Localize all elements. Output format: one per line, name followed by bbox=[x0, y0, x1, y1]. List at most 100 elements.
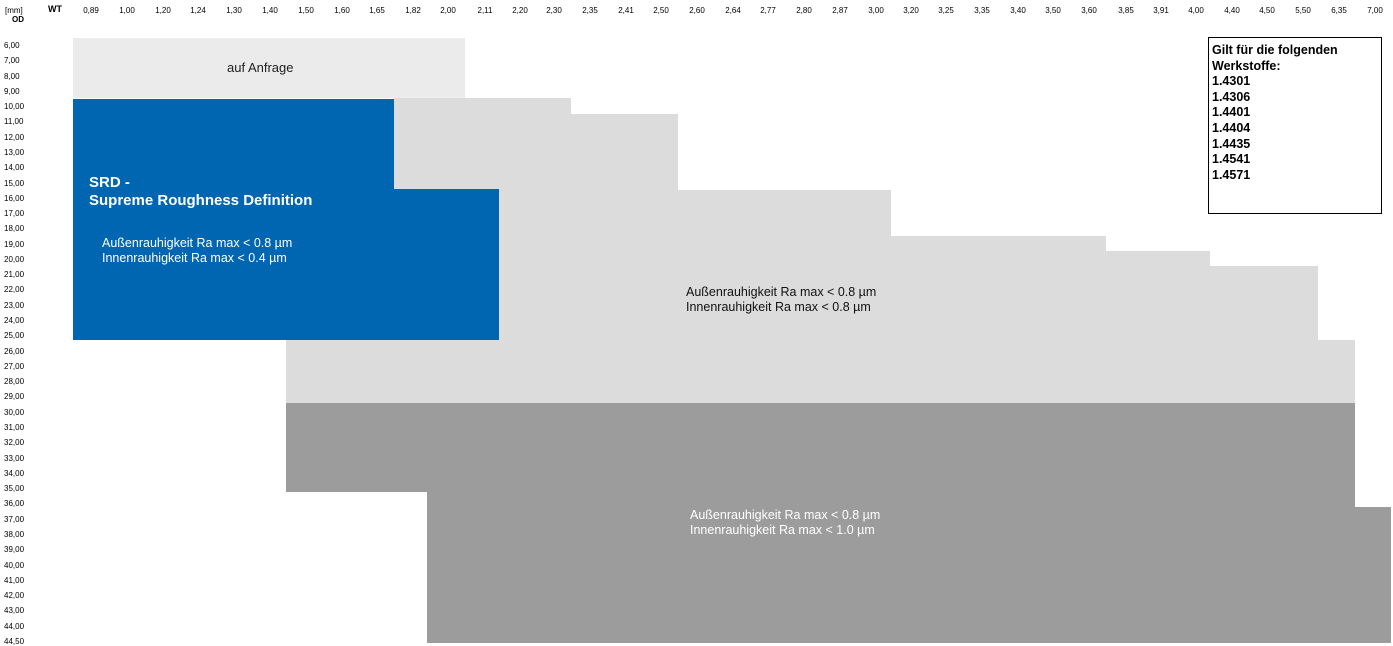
od-row-label: 12,00 bbox=[4, 132, 25, 142]
wt-column-label: 2,87 bbox=[832, 6, 848, 15]
wt-column-label: 2,11 bbox=[477, 6, 493, 15]
od-row-label: 24,00 bbox=[4, 316, 25, 326]
wt-column-label: 3,85 bbox=[1118, 6, 1134, 15]
od-row-label: 18,00 bbox=[4, 224, 25, 234]
wt-column-label: 4,40 bbox=[1224, 6, 1240, 15]
od-row-label: 10,00 bbox=[4, 102, 25, 112]
od-row-label: 33,00 bbox=[4, 453, 25, 463]
od-row-label: 6,00 bbox=[4, 41, 20, 50]
od-row-label: 43,00 bbox=[4, 606, 25, 616]
wt-column-label: 2,00 bbox=[440, 6, 456, 15]
od-row-label: 15,00 bbox=[4, 178, 25, 188]
large-inner-roughness: Innenrauhigkeit Ra max < 1.0 µm bbox=[690, 523, 875, 537]
material-item: 1.4306 bbox=[1212, 89, 1251, 104]
wt-column-label: 3,40 bbox=[1010, 6, 1026, 15]
od-row-label: 29,00 bbox=[4, 392, 25, 402]
srd-title: SRD - Supreme Roughness Definition bbox=[89, 174, 312, 210]
material-item: 1.4401 bbox=[1212, 105, 1251, 120]
od-row-label: 38,00 bbox=[4, 529, 25, 539]
od-row-label: 13,00 bbox=[4, 147, 25, 157]
wt-column-label: 4,50 bbox=[1259, 6, 1275, 15]
od-row-label: 11,00 bbox=[4, 117, 24, 127]
material-item: 1.4404 bbox=[1212, 120, 1251, 135]
wt-column-label: 7,00 bbox=[1367, 6, 1383, 15]
od-row-label: 21,00 bbox=[4, 270, 25, 280]
srd-title-line1: SRD - bbox=[89, 174, 130, 191]
od-row-label: 16,00 bbox=[4, 193, 25, 203]
wt-column-label: 2,20 bbox=[512, 6, 528, 15]
on-request-label: auf Anfrage bbox=[227, 60, 294, 75]
wt-column-label: 1,20 bbox=[155, 6, 171, 15]
standard-outer-roughness: Außenrauhigkeit Ra max < 0.8 µm bbox=[686, 285, 877, 299]
standard-roughness-text: Außenrauhigkeit Ra max < 0.8 µm Innenrau… bbox=[686, 285, 876, 315]
srd-inner-roughness: Innenrauhigkeit Ra max < 0.4 µm bbox=[102, 251, 287, 265]
wt-column-label: 1,65 bbox=[369, 6, 385, 15]
standard-inner-roughness: Innenrauhigkeit Ra max < 0.8 µm bbox=[686, 300, 871, 314]
material-item: 1.4541 bbox=[1212, 152, 1251, 167]
wt-column-label: 1,50 bbox=[298, 6, 314, 15]
od-row-label: 20,00 bbox=[4, 254, 25, 264]
materials-box: Gilt für die folgenden Werkstoffe: 1.430… bbox=[1208, 37, 1382, 214]
od-row-label: 25,00 bbox=[4, 331, 25, 341]
od-row-label: 42,00 bbox=[4, 591, 25, 601]
wt-axis-label: WT bbox=[48, 4, 62, 14]
od-axis-label: OD bbox=[12, 15, 24, 24]
wt-column-label: 0,89 bbox=[83, 6, 99, 15]
od-row-label: 28,00 bbox=[4, 377, 25, 387]
od-row-label: 8,00 bbox=[4, 71, 20, 81]
od-row-label: 36,00 bbox=[4, 499, 25, 509]
od-row-label: 19,00 bbox=[4, 239, 25, 249]
od-row-label: 26,00 bbox=[4, 346, 25, 356]
wt-column-label: 2,60 bbox=[689, 6, 705, 15]
srd-title-line2: Supreme Roughness Definition bbox=[89, 192, 313, 209]
wt-column-label: 3,35 bbox=[974, 6, 990, 15]
wt-column-label: 2,35 bbox=[582, 6, 598, 15]
material-item: 1.4301 bbox=[1212, 74, 1251, 89]
wt-column-label: 1,24 bbox=[190, 6, 206, 15]
material-item: 1.4571 bbox=[1212, 167, 1251, 182]
od-row-label: 31,00 bbox=[4, 423, 25, 432]
wt-column-label: 6,35 bbox=[1331, 6, 1347, 15]
wt-column-label: 1,00 bbox=[119, 6, 135, 15]
od-row-label: 37,00 bbox=[4, 514, 25, 524]
materials-title-line2: Werkstoffe: bbox=[1212, 58, 1281, 73]
srd-outer-roughness: Außenrauhigkeit Ra max < 0.8 µm bbox=[102, 236, 293, 250]
od-row-label: 41,00 bbox=[4, 575, 25, 585]
wt-column-label: 2,80 bbox=[796, 6, 812, 15]
material-item: 1.4435 bbox=[1212, 136, 1251, 151]
srd-roughness-text: Außenrauhigkeit Ra max < 0.8 µm Innenrau… bbox=[102, 236, 292, 266]
on-request-region bbox=[73, 38, 465, 98]
wt-column-label: 1,30 bbox=[226, 6, 242, 15]
od-row-label: 7,00 bbox=[4, 56, 20, 66]
od-row-label: 35,00 bbox=[4, 484, 25, 494]
od-row-label: 44,00 bbox=[4, 621, 25, 631]
unit-label: [mm] bbox=[5, 6, 23, 15]
od-row-label: 22,00 bbox=[4, 285, 25, 295]
large-outer-roughness: Außenrauhigkeit Ra max < 0.8 µm bbox=[690, 508, 881, 522]
od-row-label: 23,00 bbox=[4, 300, 25, 310]
od-row-label: 40,00 bbox=[4, 560, 25, 570]
od-row-label: 14,00 bbox=[4, 163, 25, 173]
wt-column-label: 3,20 bbox=[903, 6, 919, 15]
wt-column-label: 3,60 bbox=[1081, 6, 1097, 15]
wt-column-label: 1,82 bbox=[405, 6, 421, 15]
wt-column-label: 2,77 bbox=[760, 6, 776, 15]
wt-column-label: 2,30 bbox=[546, 6, 562, 15]
wt-column-label: 3,00 bbox=[868, 6, 884, 15]
materials-title-line1: Gilt für die folgenden bbox=[1212, 43, 1338, 57]
wt-column-label: 3,25 bbox=[938, 6, 954, 15]
wt-column-label: 4,00 bbox=[1188, 6, 1204, 15]
od-row-label: 30,00 bbox=[4, 407, 25, 417]
wt-column-label: 2,41 bbox=[618, 6, 634, 15]
od-row-label: 32,00 bbox=[4, 438, 25, 448]
od-row-label: 39,00 bbox=[4, 545, 25, 555]
od-row-label: 9,00 bbox=[4, 86, 20, 96]
wt-column-label: 3,50 bbox=[1045, 6, 1061, 15]
wt-column-label: 3,91 bbox=[1153, 6, 1169, 15]
od-row-label: 27,00 bbox=[4, 361, 25, 371]
od-row-label: 17,00 bbox=[4, 209, 25, 219]
large-od-roughness-text: Außenrauhigkeit Ra max < 0.8 µm Innenrau… bbox=[690, 508, 880, 538]
wt-column-label: 5,50 bbox=[1295, 6, 1311, 15]
wt-column-label: 1,60 bbox=[334, 6, 350, 15]
wt-column-label: 2,64 bbox=[725, 6, 741, 15]
